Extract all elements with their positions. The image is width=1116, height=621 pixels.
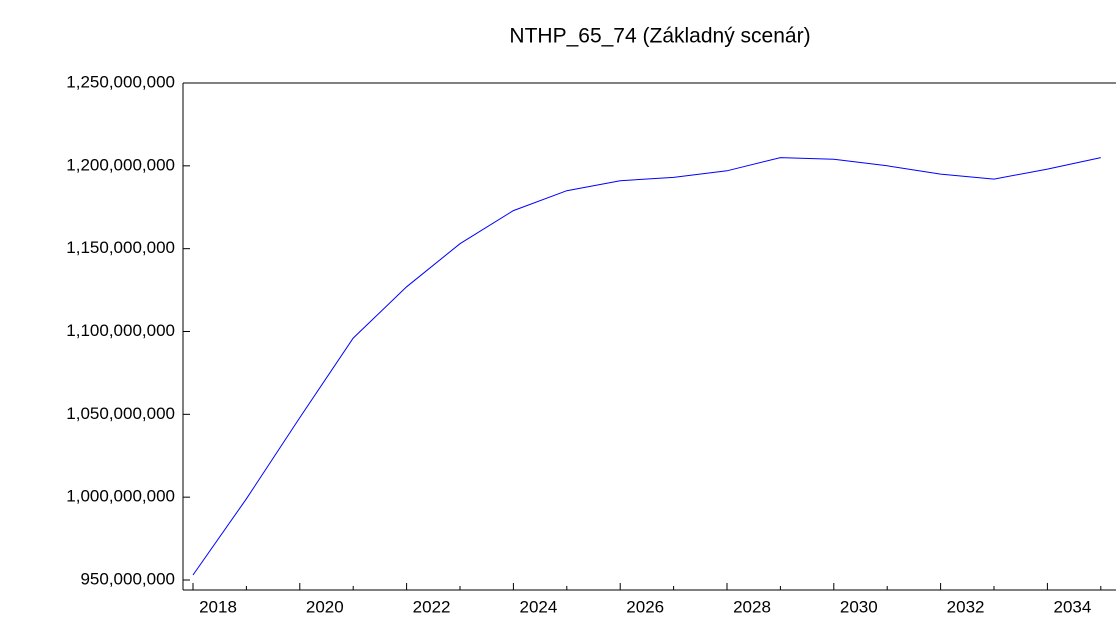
x-tick-label: 2032 [947, 597, 985, 616]
chart-title: NTHP_65_74 (Základný scenár) [509, 25, 810, 48]
x-tick-label: 2018 [199, 597, 237, 616]
series-line [192, 157, 1101, 576]
y-tick-label: 1,000,000,000 [66, 487, 175, 506]
x-tick-label: 2026 [626, 597, 664, 616]
y-tick-label: 1,150,000,000 [66, 238, 175, 257]
x-tick-label: 2022 [413, 597, 451, 616]
y-tick-label: 1,050,000,000 [66, 404, 175, 423]
y-tick-label: 1,250,000,000 [66, 72, 175, 91]
x-tick-label: 2034 [1053, 597, 1091, 616]
x-tick-label: 2028 [733, 597, 771, 616]
y-tick-label: 950,000,000 [80, 569, 175, 588]
x-tick-label: 2024 [519, 597, 557, 616]
y-tick-label: 1,100,000,000 [66, 321, 175, 340]
x-tick-label: 2020 [306, 597, 344, 616]
x-tick-label: 2030 [840, 597, 878, 616]
y-tick-label: 1,200,000,000 [66, 155, 175, 174]
